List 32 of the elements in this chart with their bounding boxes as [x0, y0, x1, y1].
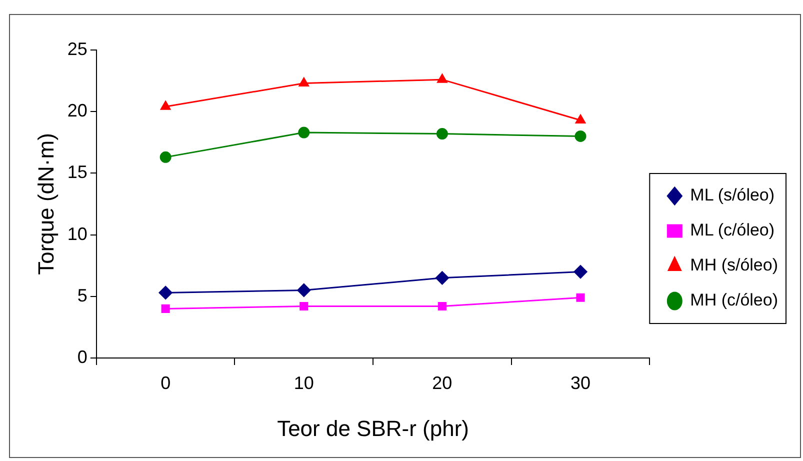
point	[575, 114, 586, 124]
legend-label: MH (c/óleo)	[690, 290, 778, 310]
point	[438, 302, 446, 311]
point	[574, 265, 588, 279]
point	[298, 126, 310, 138]
point	[161, 304, 170, 314]
y-tick-label: 5	[77, 285, 88, 306]
point	[158, 286, 172, 300]
x-tick-label: 20	[432, 372, 452, 393]
point	[160, 151, 172, 163]
x-tick-label: 10	[294, 372, 314, 393]
point	[437, 74, 448, 83]
point	[576, 293, 585, 302]
point	[574, 130, 586, 142]
point	[298, 78, 309, 87]
point	[300, 302, 308, 311]
y-tick-label: 20	[67, 100, 88, 121]
x-tick-label: 30	[570, 372, 591, 393]
y-axis-title: Torque (dN·m)	[33, 133, 58, 275]
point	[160, 100, 171, 110]
y-tick-label: 15	[67, 162, 88, 182]
y-tick-label: 0	[77, 346, 88, 367]
legend-label: ML (s/óleo)	[690, 186, 775, 205]
x-axis-title: Teor de SBR-r (phr)	[277, 416, 470, 441]
point	[436, 128, 448, 140]
y-tick-label: 10	[67, 224, 88, 244]
x-tick-label: 0	[160, 372, 171, 393]
legend-label: MH (s/óleo)	[690, 256, 778, 275]
point	[297, 283, 311, 297]
point	[435, 271, 449, 285]
y-tick-label: 25	[67, 38, 88, 59]
legend-label: ML (c/óleo)	[690, 220, 775, 240]
